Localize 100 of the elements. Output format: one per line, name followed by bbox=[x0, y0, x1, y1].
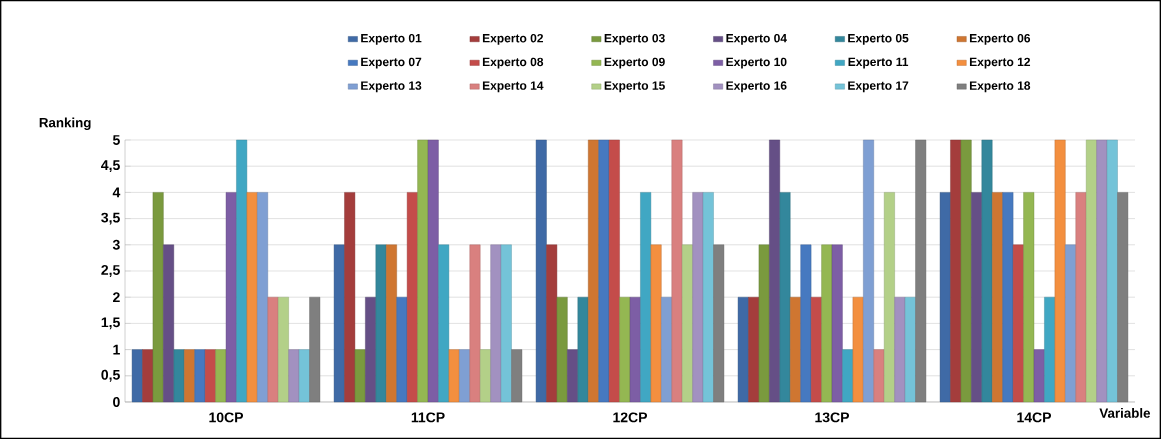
bar bbox=[629, 296, 641, 403]
bar bbox=[288, 349, 300, 403]
legend-label: Experto 07 bbox=[361, 57, 422, 69]
bar bbox=[981, 139, 993, 403]
bar bbox=[567, 349, 578, 403]
bar bbox=[661, 296, 672, 403]
legend-label: Experto 16 bbox=[726, 81, 787, 93]
x-tick-label: 12CP bbox=[613, 412, 648, 423]
bar bbox=[184, 349, 195, 403]
bar bbox=[939, 192, 951, 403]
bar bbox=[971, 192, 982, 403]
bar bbox=[490, 244, 502, 403]
bar bbox=[758, 244, 770, 403]
legend-label: Experto 13 bbox=[361, 81, 422, 93]
bar bbox=[671, 139, 683, 403]
bar bbox=[852, 296, 864, 403]
legend-label: Experto 11 bbox=[848, 57, 909, 69]
legend-label: Experto 01 bbox=[361, 33, 422, 45]
bar bbox=[577, 296, 589, 403]
y-tick-label: 4 bbox=[112, 187, 121, 198]
bar bbox=[842, 349, 854, 403]
bar bbox=[267, 296, 279, 403]
bar bbox=[1044, 296, 1056, 403]
bar bbox=[556, 296, 568, 403]
bar bbox=[1065, 244, 1076, 403]
bar bbox=[215, 349, 227, 403]
bar bbox=[904, 296, 916, 403]
bar bbox=[1117, 192, 1129, 403]
bar bbox=[469, 244, 481, 403]
bar bbox=[152, 192, 164, 403]
bar bbox=[546, 244, 558, 403]
y-tick-label: 2,5 bbox=[101, 265, 120, 277]
bar bbox=[608, 139, 620, 403]
bar bbox=[417, 139, 429, 403]
legend-label: Experto 18 bbox=[969, 81, 1031, 93]
bar bbox=[278, 296, 289, 403]
bar bbox=[588, 139, 599, 403]
legend-label: Experto 03 bbox=[604, 33, 665, 45]
bar bbox=[790, 296, 801, 403]
bar bbox=[1075, 192, 1087, 403]
bar bbox=[737, 296, 749, 403]
legend-label: Experto 09 bbox=[604, 57, 665, 69]
legend-label: Experto 10 bbox=[726, 57, 787, 69]
bar bbox=[1054, 139, 1066, 403]
bar bbox=[682, 244, 693, 403]
y-tick-label: 0 bbox=[113, 397, 120, 407]
bar bbox=[950, 139, 962, 403]
bar bbox=[438, 244, 450, 403]
bar bbox=[173, 349, 185, 403]
legend-label: Experto 17 bbox=[848, 81, 909, 93]
bar bbox=[236, 139, 248, 403]
bar bbox=[702, 192, 714, 403]
bar bbox=[769, 139, 780, 403]
bar bbox=[894, 296, 906, 403]
bar bbox=[863, 139, 874, 403]
legend-label: Experto 06 bbox=[969, 33, 1031, 45]
y-tick-label: 3 bbox=[112, 239, 120, 250]
y-tick-label: 4,5 bbox=[101, 160, 120, 173]
bar bbox=[386, 244, 397, 403]
bar bbox=[810, 296, 822, 403]
bar bbox=[511, 349, 523, 403]
bar bbox=[396, 296, 408, 403]
bar bbox=[650, 244, 662, 403]
y-tick-label: 1,5 bbox=[101, 317, 120, 330]
y-tick-label: 3,5 bbox=[101, 212, 120, 225]
bar bbox=[375, 244, 387, 403]
bar bbox=[1033, 349, 1045, 403]
bar bbox=[246, 192, 258, 403]
y-tick-label: 2 bbox=[113, 292, 120, 303]
bar bbox=[500, 244, 512, 403]
bar bbox=[779, 192, 791, 403]
x-tick-label: 13CP bbox=[815, 412, 850, 423]
legend-label: Experto 12 bbox=[969, 57, 1031, 69]
bar bbox=[960, 139, 972, 403]
bar bbox=[800, 244, 812, 403]
bar bbox=[194, 349, 206, 403]
bar bbox=[884, 192, 895, 403]
bar bbox=[131, 349, 143, 403]
bar bbox=[692, 192, 704, 403]
bar bbox=[333, 244, 345, 403]
bar bbox=[427, 139, 439, 403]
bar bbox=[640, 192, 652, 403]
x-tick-label: 14CP bbox=[1017, 412, 1051, 423]
bar bbox=[309, 296, 321, 403]
bar bbox=[1096, 139, 1108, 403]
x-tick-label: 10CP bbox=[209, 412, 244, 423]
bar bbox=[598, 139, 610, 403]
bar bbox=[821, 244, 833, 403]
bar bbox=[713, 244, 725, 403]
bar bbox=[365, 296, 377, 403]
bar bbox=[298, 349, 310, 403]
bar bbox=[992, 192, 1003, 403]
y-axis-title: Ranking bbox=[39, 117, 91, 131]
bar bbox=[1085, 139, 1097, 403]
bar bbox=[1012, 244, 1024, 403]
y-tick-label: 5 bbox=[112, 135, 120, 145]
x-axis-title: Variable bbox=[1099, 408, 1151, 418]
bar bbox=[204, 349, 216, 403]
legend-label: Experto 15 bbox=[604, 81, 665, 93]
bar bbox=[748, 296, 760, 403]
